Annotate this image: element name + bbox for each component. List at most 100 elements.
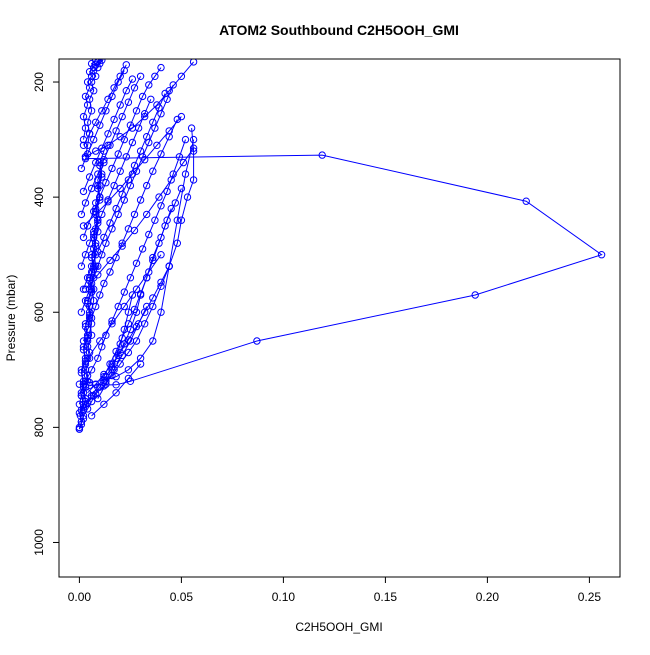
data-point xyxy=(189,144,198,152)
chart-title: ATOM2 Southbound C2H5OOH_GMI xyxy=(219,22,459,38)
data-point xyxy=(94,219,102,227)
data-point xyxy=(116,72,124,81)
data-point xyxy=(149,256,157,265)
data-point xyxy=(149,118,157,127)
data-point xyxy=(79,346,88,354)
data-point xyxy=(116,101,124,109)
data-point xyxy=(189,59,198,66)
data-point xyxy=(79,141,88,150)
data-point xyxy=(100,400,108,408)
data-point xyxy=(81,199,90,207)
profile-line xyxy=(78,165,103,405)
data-point xyxy=(77,369,86,377)
data-point xyxy=(94,184,102,193)
data-point xyxy=(94,271,102,279)
data-point xyxy=(151,216,159,224)
data-point xyxy=(253,337,261,345)
data-point xyxy=(126,337,135,345)
data-point xyxy=(94,354,102,362)
data-point xyxy=(153,141,161,150)
data-point xyxy=(157,150,165,158)
data-point xyxy=(136,196,145,204)
profile-series xyxy=(102,291,137,385)
data-point xyxy=(124,366,133,374)
data-point xyxy=(177,112,186,121)
data-point xyxy=(92,302,100,311)
data-point xyxy=(79,233,88,242)
data-point xyxy=(175,153,184,161)
data-point xyxy=(165,87,173,95)
data-point xyxy=(181,135,190,144)
data-point xyxy=(169,81,177,89)
data-point xyxy=(87,253,96,262)
data-point xyxy=(90,265,98,273)
data-point xyxy=(96,196,104,204)
axes-layer: 0.00 0.05 0.10 0.15 0.20 0.25 200 400 600 800 1000 xyxy=(32,72,601,604)
data-point xyxy=(87,366,96,374)
data-point xyxy=(112,204,120,213)
data-point xyxy=(163,187,171,196)
data-point xyxy=(165,127,173,135)
data-point xyxy=(130,161,139,170)
data-point xyxy=(116,340,124,348)
x-axis-label: C2H5OOH_GMI xyxy=(295,620,382,634)
data-point xyxy=(87,72,96,81)
data-point xyxy=(90,135,98,144)
data-point xyxy=(106,219,114,227)
x-tick-label: 0.05 xyxy=(170,590,194,604)
data-point xyxy=(75,400,84,408)
data-point xyxy=(118,351,126,360)
profile-line xyxy=(83,116,182,227)
data-point xyxy=(87,107,96,115)
data-point xyxy=(100,370,108,379)
data-point xyxy=(110,84,118,92)
y-tick-label: 600 xyxy=(32,302,46,322)
data-point xyxy=(104,95,112,104)
x-tick-label: 0.20 xyxy=(476,590,500,604)
data-point xyxy=(100,279,108,288)
data-point xyxy=(318,151,326,159)
data-point xyxy=(77,210,86,219)
data-point xyxy=(118,242,126,250)
profile-line xyxy=(105,294,133,382)
data-point xyxy=(128,138,137,147)
data-point xyxy=(179,158,188,167)
data-point xyxy=(92,147,100,155)
data-point xyxy=(112,389,120,397)
data-point xyxy=(136,147,145,155)
data-point xyxy=(116,167,124,175)
x-tick-label: 0.10 xyxy=(272,590,296,604)
data-point xyxy=(141,156,149,164)
data-point xyxy=(83,101,92,109)
data-point xyxy=(143,181,151,190)
data-point xyxy=(183,193,192,201)
data-point xyxy=(177,216,186,224)
data-point xyxy=(75,409,84,417)
profile-line xyxy=(80,128,195,422)
data-point xyxy=(100,233,108,242)
data-point xyxy=(79,135,88,144)
data-point xyxy=(177,72,186,81)
profile-line xyxy=(80,70,125,169)
data-point xyxy=(85,173,94,181)
data-point xyxy=(147,95,155,104)
data-point xyxy=(128,124,137,132)
data-point xyxy=(120,302,129,311)
data-point xyxy=(132,107,141,115)
data-point xyxy=(153,101,161,109)
profile-line xyxy=(78,386,86,430)
data-point xyxy=(157,278,165,286)
data-point xyxy=(96,337,104,345)
data-point xyxy=(110,366,118,374)
data-point xyxy=(130,305,139,314)
profile-series xyxy=(79,63,165,242)
data-point xyxy=(106,256,114,265)
data-point xyxy=(157,308,165,316)
profile-series xyxy=(79,89,169,293)
data-point xyxy=(471,291,479,299)
data-point xyxy=(145,230,153,239)
data-point xyxy=(85,311,94,319)
data-point xyxy=(173,216,182,224)
